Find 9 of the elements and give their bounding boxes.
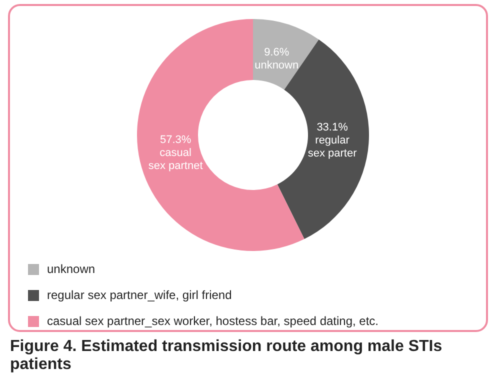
- data-label: 33.1% regular sex parter: [308, 122, 358, 160]
- donut-slice: [137, 19, 304, 251]
- donut-slice: [253, 19, 319, 90]
- data-label: 57.3% casual sex partnet: [148, 134, 203, 172]
- legend-label: unknown: [47, 262, 96, 276]
- legend-label: regular sex partner_wife, girl friend: [47, 288, 232, 302]
- legend-label: casual sex partner_sex worker, hostess bar, speed dating, etc.: [47, 314, 379, 328]
- data-label: 9.6% unknown: [254, 46, 299, 72]
- text: Figure 4. Estimated transmission route among male STIs patients: [10, 338, 444, 374]
